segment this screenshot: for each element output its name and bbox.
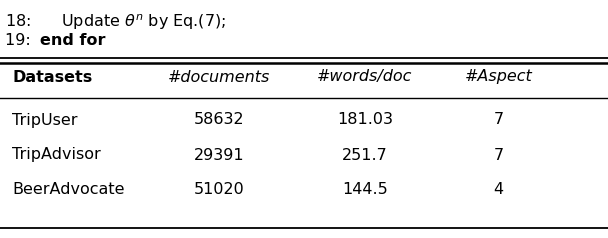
Text: 29391: 29391 [193,148,244,163]
Text: 4: 4 [494,183,503,198]
Text: end for: end for [40,33,106,48]
Text: 18:      Update $\theta^{n}$ by Eq.(7);: 18: Update $\theta^{n}$ by Eq.(7); [5,12,226,32]
Text: 7: 7 [494,148,503,163]
Text: 7: 7 [494,113,503,128]
Text: 58632: 58632 [193,113,244,128]
Text: #documents: #documents [168,69,270,84]
Text: 251.7: 251.7 [342,148,388,163]
Text: TripUser: TripUser [12,113,78,128]
Text: 144.5: 144.5 [342,183,388,198]
Text: 51020: 51020 [193,183,244,198]
Text: 19:: 19: [5,33,41,48]
Text: 181.03: 181.03 [337,113,393,128]
Text: TripAdvisor: TripAdvisor [12,148,101,163]
Text: Datasets: Datasets [12,69,92,84]
Text: #Aspect: #Aspect [465,69,533,84]
Text: #words/doc: #words/doc [317,69,412,84]
Text: BeerAdvocate: BeerAdvocate [12,183,125,198]
